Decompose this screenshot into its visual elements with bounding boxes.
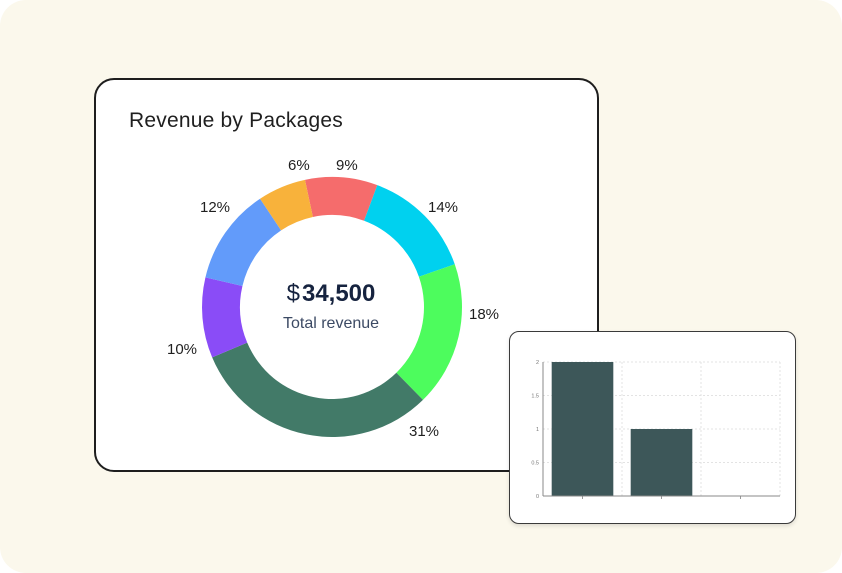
total-revenue-amount: $34,500 [231, 280, 431, 308]
y-tick-label: 1 [536, 427, 539, 433]
revenue-card: Revenue by Packages $34,500 Total revenu… [94, 78, 599, 472]
bar-chart-card: 0 0.5 1 1.5 2 [509, 331, 796, 524]
bar-chart: 0 0.5 1 1.5 2 [531, 360, 781, 500]
donut-slice [205, 198, 282, 286]
slice-label: 18% [469, 306, 500, 323]
donut-slice [212, 342, 423, 437]
bar [551, 362, 614, 496]
card-title: Revenue by Packages [129, 109, 343, 132]
donut-slice [396, 264, 462, 400]
slice-label: 10% [167, 341, 198, 358]
slice-label: 14% [428, 199, 459, 216]
bar [630, 429, 693, 496]
slice-label: 9% [336, 157, 358, 174]
currency-symbol: $ [286, 280, 300, 307]
slice-label: 6% [288, 157, 310, 174]
donut-slice [260, 179, 313, 231]
slice-label: 12% [200, 199, 231, 216]
donut-slice [364, 185, 455, 277]
y-tick-label: 1.5 [531, 394, 539, 400]
donut-slice [202, 277, 248, 358]
total-revenue-label: Total revenue [282, 315, 380, 332]
y-tick-label: 2 [536, 360, 539, 366]
y-tick-label: 0 [536, 494, 539, 500]
total-revenue-value: 34,500 [301, 280, 376, 307]
y-tick-label: 0.5 [531, 461, 539, 467]
slice-label: 31% [409, 423, 440, 440]
donut-slice [304, 177, 378, 221]
donut-chart [202, 177, 462, 437]
